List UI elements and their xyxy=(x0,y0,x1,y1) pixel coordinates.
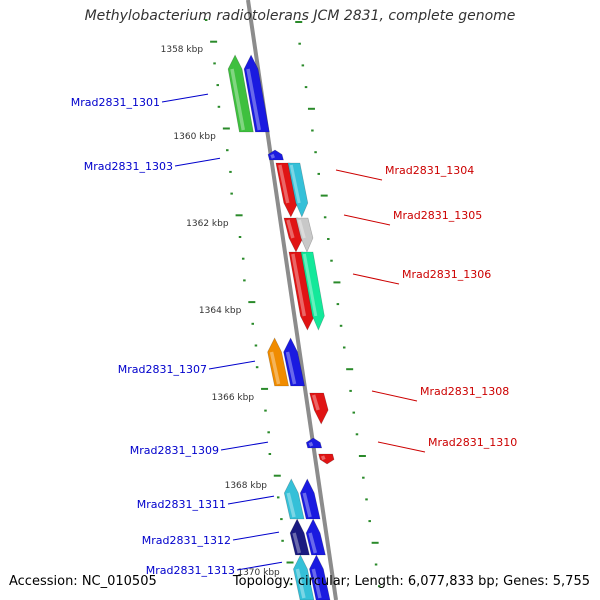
gene-inner-arrow xyxy=(318,453,335,465)
gene-outer-arrow xyxy=(300,251,325,331)
gene-inner-arrow xyxy=(267,149,284,161)
gene-label-connector xyxy=(343,214,391,226)
gene-highlight xyxy=(295,568,306,599)
gene-inner-arrow xyxy=(305,518,326,556)
gene-highlight xyxy=(278,164,290,204)
gene-outer-arrow xyxy=(287,162,309,218)
gene-label-connector xyxy=(161,93,209,103)
gene-label: Mrad2831_1307 xyxy=(118,363,207,376)
gene-label: Mrad2831_1309 xyxy=(130,444,219,457)
gene-highlight xyxy=(270,153,276,159)
gene-highlight xyxy=(269,351,281,385)
gene-label-connector xyxy=(208,360,256,370)
gene-outer-arrow xyxy=(293,554,315,600)
gene-label: Mrad2831_1310 xyxy=(428,436,517,449)
gene-label: Mrad2831_1308 xyxy=(420,385,509,398)
gene-label-connector xyxy=(236,561,283,571)
gene-inner-arrow xyxy=(309,554,331,600)
topology-text: Topology: circular; Length: 6,077,833 bp… xyxy=(232,574,590,589)
kbp-tick-label: 1370 kbp xyxy=(237,568,280,578)
gene-highlight xyxy=(302,492,312,518)
gene-highlight xyxy=(292,532,302,554)
gene-highlight xyxy=(311,568,322,599)
gene-outer-arrow xyxy=(267,337,289,387)
gene-highlight xyxy=(286,492,296,518)
gene-inner-arrow xyxy=(309,392,329,425)
gene-label: Mrad2831_1301 xyxy=(71,96,160,109)
kbp-tick-label: 1362 kbp xyxy=(186,219,229,229)
gene-label-connector xyxy=(352,273,400,285)
gene-highlight xyxy=(291,253,307,317)
gene-label: Mrad2831_1311 xyxy=(137,498,226,511)
gene-label-connector xyxy=(227,495,275,505)
kbp-tick-label: 1364 kbp xyxy=(199,306,242,316)
kbp-tick-label: 1366 kbp xyxy=(212,393,255,403)
gene-label: Mrad2831_1312 xyxy=(142,534,231,547)
gene-inner-arrow xyxy=(243,54,270,133)
gene-highlight xyxy=(302,253,318,317)
gene-highlight xyxy=(308,441,314,447)
gene-highlight xyxy=(289,164,301,204)
gene-label-connector xyxy=(232,531,280,541)
gene-label: Mrad2831_1304 xyxy=(385,164,474,177)
gene-highlight xyxy=(311,394,320,411)
gene-label-connector xyxy=(371,390,418,402)
gene-label-connector xyxy=(220,441,269,451)
gene-label: Mrad2831_1306 xyxy=(402,268,491,281)
gene-highlight xyxy=(285,351,297,385)
map-title: Methylobacterium radiotolerans JCM 2831,… xyxy=(84,8,516,24)
gene-outer-arrow xyxy=(227,54,254,133)
gene-label: Mrad2831_1305 xyxy=(393,209,482,222)
gene-inner-arrow xyxy=(288,251,315,331)
accession-text: Accession: NC_010505 xyxy=(9,574,157,589)
gene-label: Mrad2831_1303 xyxy=(84,160,173,173)
gene-highlight xyxy=(320,455,326,461)
gene-inner-arrow xyxy=(305,437,323,449)
gene-outer-arrow xyxy=(295,217,314,253)
kbp-tick-label: 1368 kbp xyxy=(225,481,268,491)
gene-highlight xyxy=(286,219,295,239)
gene-label-connector xyxy=(174,157,221,167)
gene-label: Mrad2831_1313 xyxy=(146,564,235,577)
gene-highlight xyxy=(246,68,262,131)
gene-highlight xyxy=(308,532,318,554)
kbp-tick-label: 1360 kbp xyxy=(173,132,216,142)
gene-outer-arrow xyxy=(289,518,310,556)
gene-label-connector xyxy=(377,441,426,453)
gene-highlight xyxy=(297,219,306,239)
kbp-tick-label: 1358 kbp xyxy=(161,45,204,55)
gene-label-connector xyxy=(335,169,383,181)
gene-inner-arrow xyxy=(283,337,305,387)
gene-highlight xyxy=(230,68,246,131)
